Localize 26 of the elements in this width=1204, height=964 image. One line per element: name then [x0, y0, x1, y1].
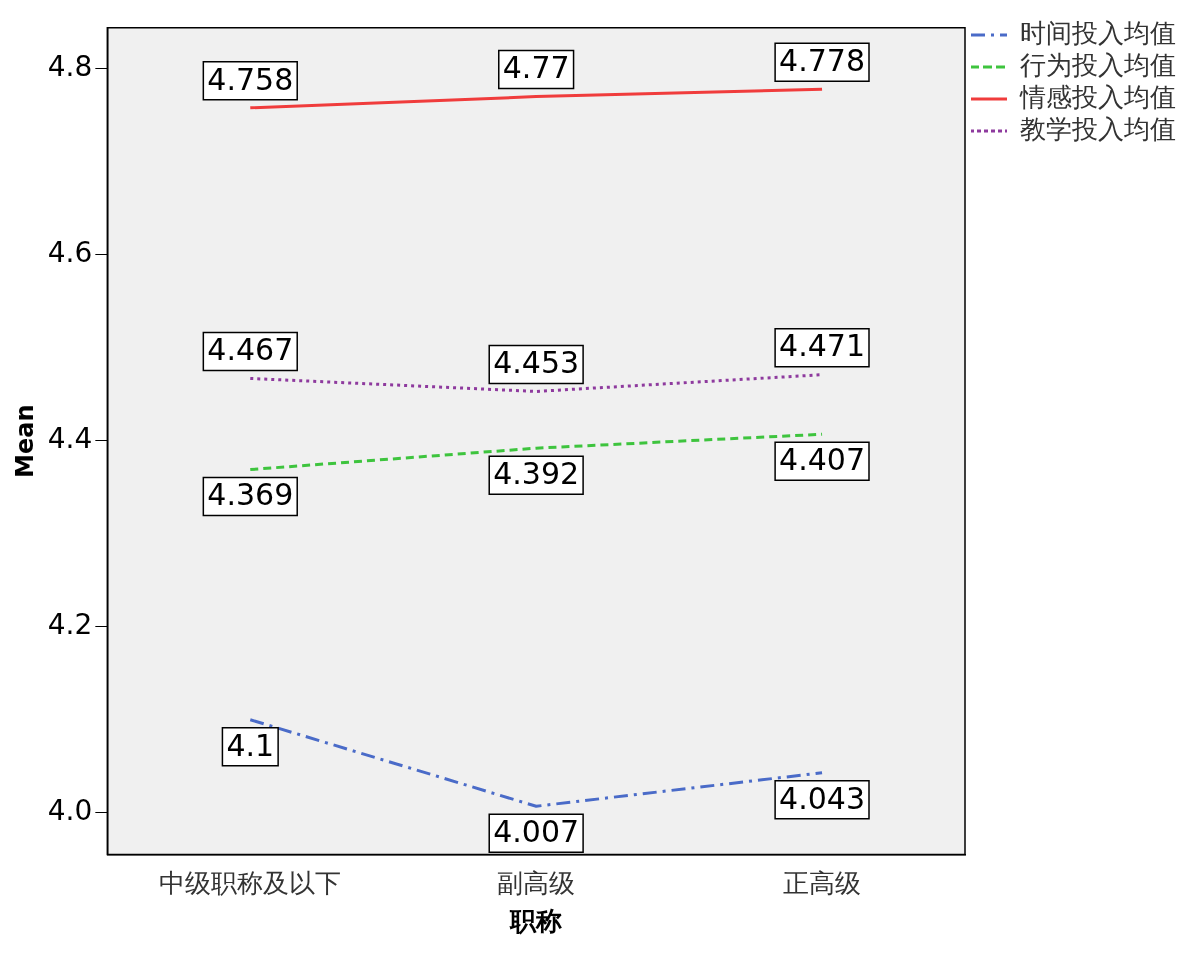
data-label: 4.007: [493, 814, 580, 850]
y-axis-title: Mean: [10, 404, 39, 478]
x-tick-label: 正高级: [783, 867, 862, 898]
legend-label: 时间投入均值: [1020, 17, 1176, 48]
y-tick-label: 4.2: [47, 608, 93, 642]
data-label: 4.392: [493, 455, 580, 491]
data-label: 4.1: [226, 727, 275, 763]
x-tick-label: 副高级: [497, 867, 576, 898]
y-tick-label: 4.0: [47, 794, 93, 828]
data-label: 4.407: [779, 442, 865, 478]
legend-label: 情感投入均值: [1019, 81, 1176, 112]
data-label: 4.758: [207, 61, 294, 97]
legend-label: 教学投入均值: [1020, 113, 1176, 144]
legend-label: 行为投入均值: [1020, 49, 1176, 80]
data-label: 4.043: [779, 780, 865, 816]
data-label: 4.471: [779, 328, 865, 364]
data-label: 4.77: [502, 50, 570, 86]
data-label: 4.778: [779, 42, 865, 78]
x-axis-title: 职称: [509, 906, 563, 937]
y-tick-label: 4.4: [47, 422, 93, 456]
data-label: 4.369: [207, 477, 294, 513]
data-label: 4.467: [207, 332, 294, 368]
y-tick-label: 4.6: [47, 236, 93, 270]
y-tick-label: 4.8: [47, 50, 93, 83]
x-tick-label: 中级职称及以下: [159, 867, 342, 898]
data-label: 4.453: [493, 345, 580, 381]
